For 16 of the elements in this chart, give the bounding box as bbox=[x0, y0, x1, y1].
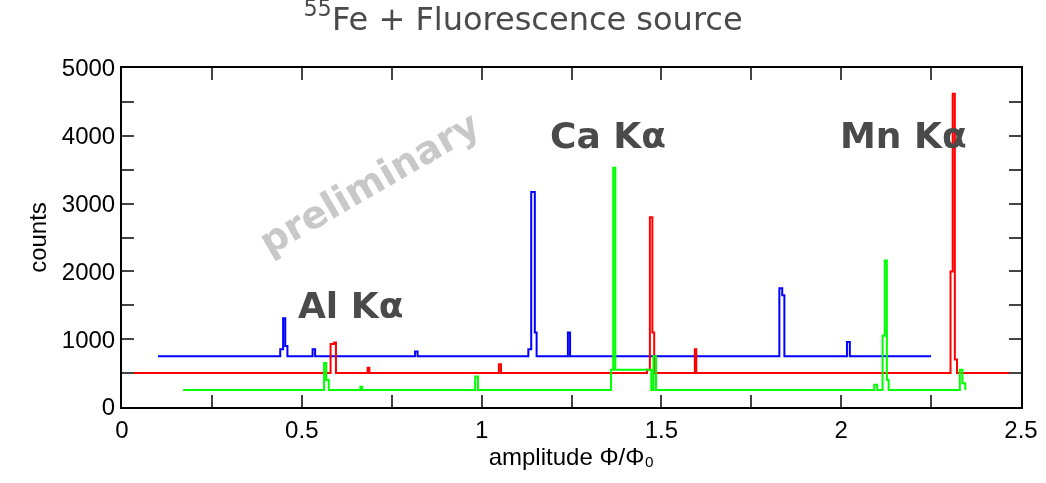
chart-title: $^{55}$Fe + Fluorescence source bbox=[303, 0, 743, 38]
x-axis-title: amplitude Φ/Φ₀ bbox=[488, 442, 655, 470]
y-tick-label: 0 bbox=[101, 393, 116, 421]
y-tick-label: 2000 bbox=[61, 257, 116, 285]
y-tick-label: 3000 bbox=[61, 190, 116, 217]
annotation: Al Kα bbox=[298, 285, 404, 326]
annotation: Ca Kα bbox=[550, 115, 666, 156]
y-axis-title: counts bbox=[24, 202, 52, 273]
y-tick-label: 4000 bbox=[61, 122, 116, 150]
y-tick-label: 1000 bbox=[61, 325, 116, 353]
x-tick-label: 1.5 bbox=[644, 415, 679, 443]
y-tick-label: 5000 bbox=[61, 54, 116, 82]
x-tick-label: 1 bbox=[474, 415, 489, 443]
x-tick-label: 2.5 bbox=[1004, 415, 1038, 443]
x-tick-label: 0.5 bbox=[285, 415, 319, 443]
x-tick-label: 2 bbox=[834, 415, 848, 443]
